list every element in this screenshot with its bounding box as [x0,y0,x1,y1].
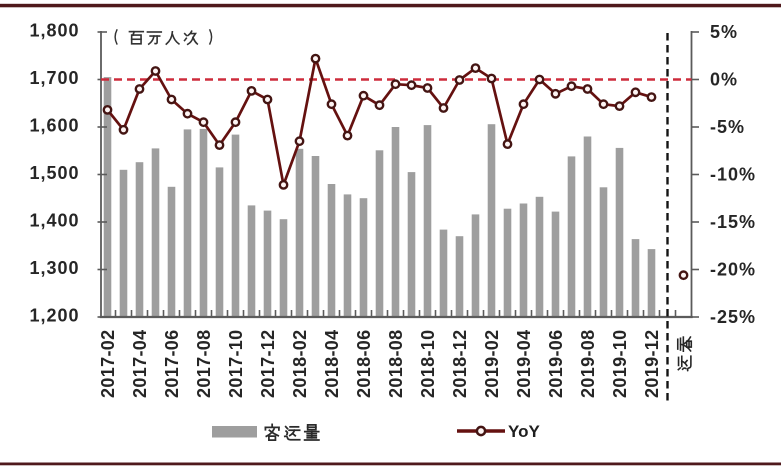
svg-text:1,300: 1,300 [29,258,79,278]
svg-text:-10%: -10% [710,165,756,185]
svg-text:-20%: -20% [710,260,756,280]
svg-text:2019-06: 2019-06 [546,329,566,398]
svg-text:2018-04: 2018-04 [322,329,342,398]
svg-text:0%: 0% [710,70,738,90]
svg-text:2017-08: 2017-08 [194,329,214,398]
svg-text:2018-12: 2018-12 [450,329,470,398]
svg-text:2019-12: 2019-12 [642,329,662,398]
svg-text:2018-02: 2018-02 [290,329,310,398]
svg-text:2019-10: 2019-10 [610,329,630,398]
svg-text:2018-08: 2018-08 [386,329,406,398]
svg-text:2017-04: 2017-04 [130,329,150,398]
svg-text:-5%: -5% [710,117,745,137]
svg-text:2017-02: 2017-02 [98,329,118,398]
svg-text:YoY: YoY [508,422,540,441]
svg-text:2018-10: 2018-10 [418,329,438,398]
svg-text:2019-04: 2019-04 [514,329,534,398]
svg-text:1,700: 1,700 [29,68,79,88]
svg-text:2017-10: 2017-10 [226,329,246,398]
svg-text:1,400: 1,400 [29,211,79,231]
svg-text:2017-06: 2017-06 [162,329,182,398]
svg-text:1,200: 1,200 [29,306,79,326]
svg-text:5%: 5% [710,22,738,42]
svg-text:-25%: -25% [710,307,756,327]
svg-text:1,500: 1,500 [29,163,79,183]
svg-text:-15%: -15% [710,212,756,232]
svg-text:2019-02: 2019-02 [482,329,502,398]
svg-text:2019-08: 2019-08 [578,329,598,398]
svg-text:2017-12: 2017-12 [258,329,278,398]
svg-text:1,600: 1,600 [29,116,79,136]
svg-text:2018-06: 2018-06 [354,329,374,398]
svg-text:1,800: 1,800 [29,21,79,41]
